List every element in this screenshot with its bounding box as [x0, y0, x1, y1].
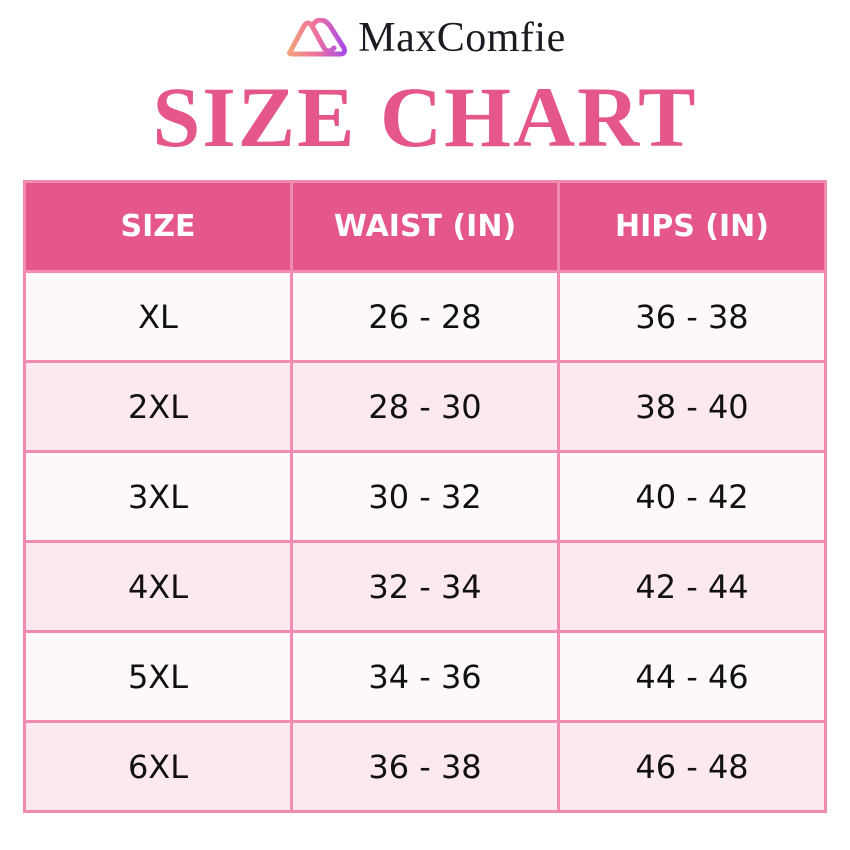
- hips-cell: 46 - 48: [557, 720, 827, 813]
- hips-cell: 42 - 44: [557, 540, 827, 633]
- table-row: 4XL 32 - 34 42 - 44: [23, 540, 827, 633]
- mountain-loop-logo-icon: [287, 18, 348, 57]
- table-row: 6XL 36 - 38 46 - 48: [23, 720, 827, 813]
- page-title: SIZE CHART: [152, 69, 698, 165]
- header-waist: WAIST (IN): [290, 180, 560, 273]
- waist-cell: 26 - 28: [290, 270, 560, 363]
- hips-cell: 44 - 46: [557, 630, 827, 723]
- waist-cell: 28 - 30: [290, 360, 560, 453]
- waist-cell: 36 - 38: [290, 720, 560, 813]
- table-row: XL 26 - 28 36 - 38: [23, 270, 827, 363]
- size-cell: 3XL: [23, 450, 293, 543]
- hips-cell: 40 - 42: [557, 450, 827, 543]
- brand-logo: MaxComfie: [0, 14, 850, 62]
- hips-cell: 36 - 38: [557, 270, 827, 363]
- size-cell: XL: [23, 270, 293, 363]
- waist-cell: 34 - 36: [290, 630, 560, 723]
- size-cell: 6XL: [23, 720, 293, 813]
- table-row: 3XL 30 - 32 40 - 42: [23, 450, 827, 543]
- size-cell: 2XL: [23, 360, 293, 453]
- size-chart-table: SIZE WAIST (IN) HIPS (IN) XL 26 - 28 36 …: [23, 180, 827, 813]
- waist-cell: 30 - 32: [290, 450, 560, 543]
- header-size: SIZE: [23, 180, 293, 273]
- table-row: 5XL 34 - 36 44 - 46: [23, 630, 827, 723]
- size-cell: 4XL: [23, 540, 293, 633]
- brand-name: MaxComfie: [358, 15, 566, 61]
- hips-cell: 38 - 40: [557, 360, 827, 453]
- header-row: SIZE WAIST (IN) HIPS (IN): [23, 180, 827, 273]
- header-hips: HIPS (IN): [557, 180, 827, 273]
- table-row: 2XL 28 - 30 38 - 40: [23, 360, 827, 453]
- waist-cell: 32 - 34: [290, 540, 560, 633]
- size-cell: 5XL: [23, 630, 293, 723]
